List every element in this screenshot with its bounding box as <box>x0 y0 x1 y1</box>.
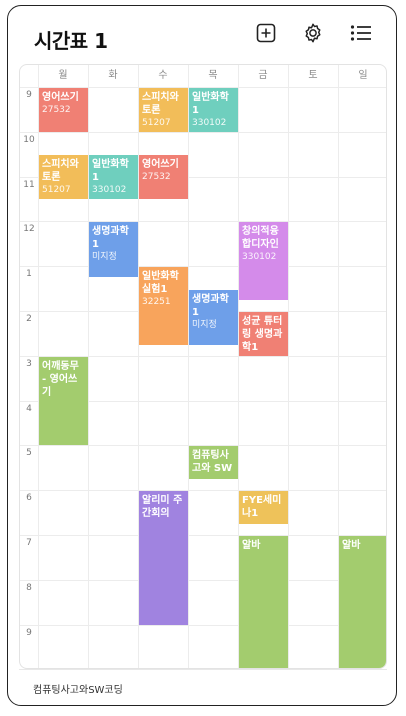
course-name: 알바 <box>242 540 261 551</box>
day-header: 월 <box>58 70 68 81</box>
course-name: 일반화학실험1 <box>142 271 179 296</box>
hour-label: 2 <box>26 314 32 324</box>
day-header: 화 <box>108 70 118 81</box>
hour-divider <box>20 355 386 357</box>
course-code: 51207 <box>142 118 171 128</box>
gear-icon[interactable] <box>300 20 326 46</box>
day-header: 금 <box>258 70 268 81</box>
course-code: 미지정 <box>92 252 117 263</box>
course-block[interactable]: 일반화학실험1 32251 <box>139 267 188 345</box>
course-code: 330102 <box>192 118 227 128</box>
course-block[interactable]: 알바 <box>239 536 288 668</box>
course-block[interactable]: 일반화학 1 330102 <box>189 88 238 132</box>
hour-label: 7 <box>26 538 32 548</box>
course-block[interactable]: 컴퓨팅사고와 SW <box>189 446 238 479</box>
hour-label: 10 <box>23 134 35 145</box>
course-code: 32251 <box>142 297 171 308</box>
hour-divider <box>20 266 386 268</box>
course-block[interactable]: 알리미 주간회의 <box>139 491 188 625</box>
course-name: 알리미 주간회의 <box>142 495 183 520</box>
day-header: 일 <box>358 70 368 81</box>
course-code: 미지정 <box>192 319 217 330</box>
course-block[interactable]: 일반화학 1 330102 <box>89 155 138 199</box>
page-title: 시간표 1 <box>34 29 108 53</box>
course-code: 27532 <box>42 105 71 115</box>
hour-divider <box>20 490 386 492</box>
day-column-divider <box>238 65 239 668</box>
add-icon[interactable] <box>253 20 279 46</box>
course-name: 영어쓰기 <box>42 92 79 103</box>
course-block[interactable]: 영어쓰기 27532 <box>139 155 188 199</box>
course-name: 일반화학 1 <box>192 92 229 116</box>
hour-divider <box>20 131 386 133</box>
course-name: 생명과학 1 <box>192 293 229 318</box>
day-column-divider <box>138 65 139 668</box>
header: 시간표 1 <box>8 6 396 62</box>
day-column-divider <box>288 65 289 668</box>
hour-divider <box>20 176 386 178</box>
hour-divider <box>20 400 386 402</box>
course-name: FYE세미나1 <box>242 495 282 520</box>
course-block[interactable]: 창의적융합디자인 330102 <box>239 222 288 300</box>
hour-divider <box>20 445 386 447</box>
hour-label: 3 <box>26 358 32 369</box>
course-block[interactable]: 생명과학 1 미지정 <box>189 289 238 345</box>
hour-label: 4 <box>26 403 32 414</box>
hour-label: 9 <box>26 90 32 100</box>
list-icon[interactable] <box>348 20 374 46</box>
course-code: 330102 <box>242 252 277 263</box>
course-name: 컴퓨팅사고와 SW <box>192 450 233 475</box>
hour-divider <box>20 579 386 581</box>
course-name: 스피치와 토론 <box>142 92 179 116</box>
day-column-divider <box>188 65 189 668</box>
hour-label: 6 <box>26 493 32 504</box>
course-name: 어깨동무 - 영어쓰기 <box>42 360 79 398</box>
hour-divider <box>20 535 386 536</box>
course-block[interactable]: 성균 튜터링 생명과학1 <box>239 312 288 356</box>
course-code: 27532 <box>142 172 171 183</box>
hour-label: 11 <box>23 179 35 190</box>
course-name: 성균 튜터링 생명과학1 <box>242 316 283 353</box>
course-block[interactable]: 스피치와 토론 51207 <box>139 88 188 132</box>
course-block[interactable]: 어깨동무 - 영어쓰기 <box>39 356 88 446</box>
course-code: 51207 <box>42 185 71 196</box>
hour-label: 8 <box>26 582 32 593</box>
hour-label: 12 <box>23 224 35 235</box>
course-name: 스피치와 토론 <box>42 159 79 184</box>
course-block[interactable]: 생명과학 1 미지정 <box>89 222 138 278</box>
day-column-divider <box>88 65 89 668</box>
day-header-divider <box>20 87 386 88</box>
unscheduled-courses: 컴퓨팅사고와SW코딩 <box>19 669 387 705</box>
day-header: 토 <box>308 70 318 81</box>
hour-label: 1 <box>26 269 32 280</box>
course-block[interactable]: FYE세미나1 <box>239 491 288 524</box>
course-block[interactable]: 영어쓰기 27532 <box>39 88 88 132</box>
day-header: 수 <box>158 70 168 81</box>
hour-label: 5 <box>26 448 32 459</box>
hour-divider <box>20 624 386 626</box>
course-name: 영어쓰기 <box>142 159 179 171</box>
day-column-divider <box>338 65 339 668</box>
course-name: 일반화학 1 <box>92 159 129 184</box>
hour-divider <box>20 221 386 223</box>
course-block[interactable]: 스피치와 토론 51207 <box>39 155 88 199</box>
unscheduled-course-label[interactable]: 컴퓨팅사고와SW코딩 <box>33 685 123 696</box>
day-column-divider <box>38 65 39 668</box>
course-name: 생명과학 1 <box>92 226 129 251</box>
course-code: 330102 <box>92 185 127 196</box>
day-header: 목 <box>208 70 218 81</box>
course-name: 창의적융합디자인 <box>242 226 279 251</box>
timetable-screen: 시간표 1 월 화 수 목 금 토 일 9 10 11 12 1 2 <box>7 5 397 706</box>
timetable-grid[interactable]: 월 화 수 목 금 토 일 9 10 11 12 1 2 3 4 5 6 7 8 9 영어쓰기 27532 스피치와 토론 5… <box>19 64 387 669</box>
course-name: 알바 <box>342 540 361 551</box>
hour-label: 9 <box>26 627 32 638</box>
course-block[interactable]: 알바 <box>339 536 386 668</box>
